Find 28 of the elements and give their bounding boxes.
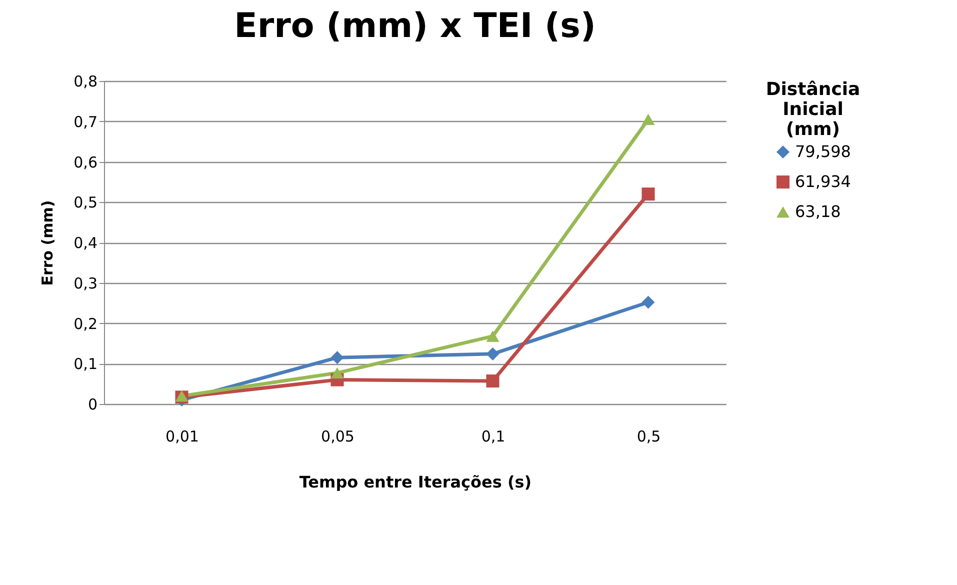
point (642, 296, 655, 309)
point (486, 330, 500, 342)
legend-title: Distância Inicial (mm) (766, 79, 860, 140)
legend-label: 79,598 (795, 142, 851, 161)
point (642, 188, 655, 201)
y-axis-title: Erro (mm) (38, 200, 57, 286)
y-tick-label: 0,3 (74, 274, 98, 292)
y-tick-label: 0,1 (74, 355, 98, 374)
y-tick-label: 0,4 (74, 234, 98, 252)
point (642, 114, 655, 125)
x-tick-label: 0,5 (636, 428, 661, 446)
point (330, 351, 344, 364)
x-tick-label: 0,1 (481, 428, 506, 446)
point (486, 374, 500, 388)
y-tick-label: 0,5 (74, 194, 98, 212)
y-tick-label: 0,2 (74, 314, 98, 333)
y-tick-label: 0,7 (74, 112, 98, 131)
chart-title: Erro (mm) x TEI (s) (234, 6, 596, 46)
y-tick-label: 0 (88, 396, 98, 414)
legend-label: 61,934 (795, 172, 851, 191)
x-axis-title: Tempo entre Iterações (s) (299, 472, 532, 492)
point (330, 367, 344, 379)
legend-label: 63,18 (795, 202, 841, 221)
x-tick-label: 0,01 (166, 428, 199, 446)
y-tick-label: 0,8 (74, 72, 98, 90)
point (486, 347, 500, 360)
y-tick-label: 0,6 (74, 153, 98, 172)
x-tick-label: 0,05 (321, 428, 354, 446)
